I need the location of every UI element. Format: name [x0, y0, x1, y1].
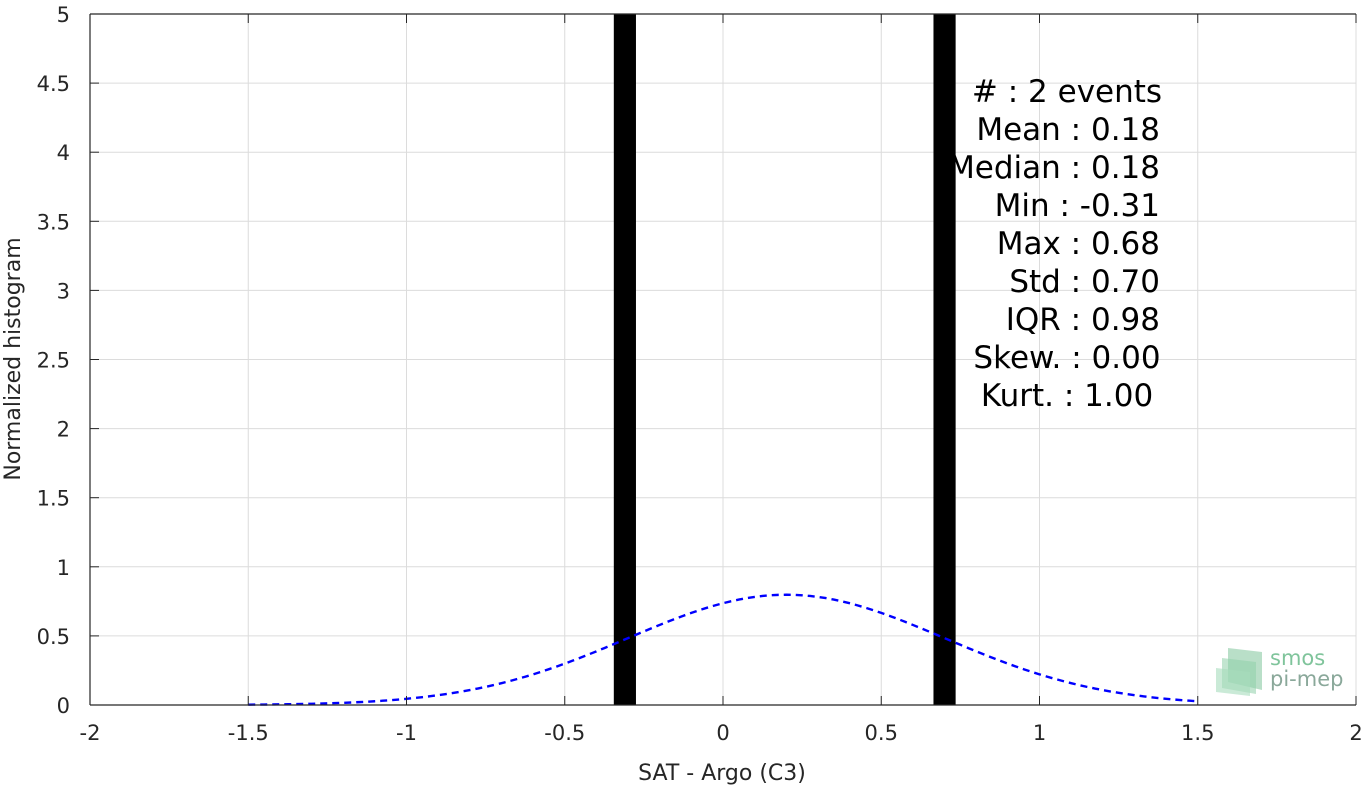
- x-tick-label: 2: [1349, 721, 1362, 745]
- y-tick-label: 2: [57, 418, 70, 442]
- logo-mark-icon: [1216, 648, 1262, 696]
- y-tick-label: 3.5: [37, 210, 70, 234]
- y-axis-label: Normalized histogram: [1, 237, 26, 480]
- x-tick-label: -1.5: [228, 721, 269, 745]
- y-tick-label: 2.5: [37, 349, 70, 373]
- y-tick-label: 3: [57, 279, 70, 303]
- y-tick-label: 0: [57, 694, 70, 718]
- stat-line: # : 2 events: [972, 74, 1162, 110]
- x-tick-label: 1.5: [1181, 721, 1214, 745]
- y-tick-label: 1.5: [37, 487, 70, 511]
- stat-line: Std : 0.70: [1009, 264, 1160, 300]
- x-tick-label: 1: [1033, 721, 1046, 745]
- histogram-bar: [933, 14, 956, 705]
- x-tick-label: -0.5: [544, 721, 585, 745]
- logo-text-smos: smos: [1270, 646, 1325, 670]
- stat-line: Skew. : 0.00: [973, 340, 1160, 376]
- x-tick-label: -2: [80, 721, 101, 745]
- x-tick-label: 0: [716, 721, 729, 745]
- y-tick-labels: 0 0.5 1 1.5 2 2.5 3 3.5 4 4.5 5: [37, 3, 70, 718]
- y-tick-label: 0.5: [37, 625, 70, 649]
- stat-line: Mean : 0.18: [976, 112, 1160, 148]
- stat-line: Kurt. : 1.00: [981, 378, 1153, 414]
- axes-frame: [89, 13, 1357, 706]
- stat-line: Min : -0.31: [995, 188, 1160, 224]
- y-tick-label: 1: [57, 556, 70, 580]
- smos-pi-mep-logo: smos pi-mep: [1216, 646, 1343, 696]
- y-tick-label: 4.5: [37, 72, 70, 96]
- y-tick-label: 5: [57, 3, 70, 27]
- x-axis-label: SAT - Argo (C3): [638, 761, 806, 786]
- logo-text-pi-mep: pi-mep: [1270, 667, 1343, 691]
- histogram-bars: [613, 14, 956, 705]
- y-tick-label: 4: [57, 141, 70, 165]
- grid-lines: [89, 13, 1357, 706]
- stat-line: Median : 0.18: [948, 150, 1160, 186]
- stat-line: Max : 0.68: [997, 226, 1160, 262]
- x-tick-label: 0.5: [865, 721, 898, 745]
- x-tick-label: -1: [396, 721, 417, 745]
- x-tick-labels: -2 -1.5 -1 -0.5 0 0.5 1 1.5 2: [80, 721, 1363, 745]
- stat-line: IQR : 0.98: [1006, 302, 1160, 338]
- histogram-bar: [613, 14, 636, 705]
